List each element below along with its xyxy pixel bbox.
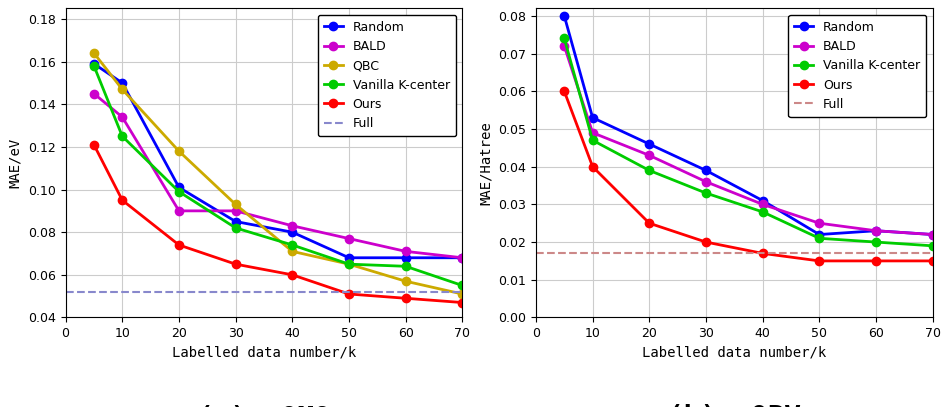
Full <box>530 251 542 256</box>
Vanilla K-center <box>174 189 185 194</box>
QBC <box>88 50 100 55</box>
Line: Random: Random <box>90 59 467 262</box>
Vanilla K-center <box>400 264 411 269</box>
QBC <box>287 249 298 254</box>
Line: Ours: Ours <box>90 140 467 307</box>
Ours <box>287 272 298 277</box>
BALD <box>700 179 712 184</box>
QBC <box>117 87 128 92</box>
QBC <box>400 279 411 284</box>
Ours <box>927 258 939 263</box>
Ours <box>870 258 882 263</box>
BALD <box>870 228 882 233</box>
Full <box>60 289 71 294</box>
Line: Vanilla K-center: Vanilla K-center <box>560 34 937 250</box>
Line: Ours: Ours <box>560 87 937 265</box>
Ours <box>117 198 128 203</box>
BALD <box>400 249 411 254</box>
BALD <box>117 115 128 120</box>
BALD <box>813 221 825 225</box>
Random <box>456 255 468 260</box>
BALD <box>344 236 355 241</box>
Text: (a)  QM9: (a) QM9 <box>197 404 331 407</box>
Line: QBC: QBC <box>90 49 467 298</box>
Random <box>400 255 411 260</box>
X-axis label: Labelled data number/k: Labelled data number/k <box>172 346 356 360</box>
Vanilla K-center <box>927 243 939 248</box>
Random <box>870 228 882 233</box>
Vanilla K-center <box>344 262 355 267</box>
QBC <box>174 149 185 153</box>
BALD <box>174 208 185 213</box>
BALD <box>927 232 939 237</box>
Vanilla K-center <box>586 138 598 143</box>
BALD <box>230 208 241 213</box>
Random <box>174 185 185 190</box>
Vanilla K-center <box>230 225 241 230</box>
Random <box>117 81 128 85</box>
Vanilla K-center <box>757 210 769 214</box>
Ours <box>643 221 655 225</box>
Random <box>927 232 939 237</box>
Random <box>88 61 100 66</box>
Ours <box>344 291 355 296</box>
Ours <box>88 142 100 147</box>
Ours <box>456 300 468 305</box>
BALD <box>456 255 468 260</box>
Ours <box>700 240 712 245</box>
Ours <box>813 258 825 263</box>
Text: (b)  OPV: (b) OPV <box>667 404 801 407</box>
Vanilla K-center <box>870 240 882 245</box>
Y-axis label: MAE/Hatree: MAE/Hatree <box>478 121 493 205</box>
BALD <box>586 130 598 135</box>
Vanilla K-center <box>643 168 655 173</box>
Full <box>65 289 77 294</box>
BALD <box>287 223 298 228</box>
X-axis label: Labelled data number/k: Labelled data number/k <box>642 346 827 360</box>
Full <box>536 251 548 256</box>
Line: BALD: BALD <box>560 42 937 239</box>
Random <box>813 232 825 237</box>
Ours <box>230 262 241 267</box>
Ours <box>757 251 769 256</box>
Vanilla K-center <box>559 36 570 41</box>
BALD <box>88 91 100 96</box>
Random <box>586 115 598 120</box>
Line: Random: Random <box>560 12 937 239</box>
BALD <box>559 44 570 48</box>
Vanilla K-center <box>88 63 100 68</box>
Random <box>700 168 712 173</box>
Random <box>757 198 769 203</box>
BALD <box>643 153 655 158</box>
Legend: Random, BALD, Vanilla K-center, Ours, Full: Random, BALD, Vanilla K-center, Ours, Fu… <box>788 15 926 117</box>
QBC <box>456 291 468 296</box>
Ours <box>174 243 185 247</box>
Vanilla K-center <box>456 283 468 288</box>
Random <box>344 255 355 260</box>
Ours <box>559 89 570 94</box>
Random <box>287 230 298 234</box>
Y-axis label: MAE/eV: MAE/eV <box>9 138 23 188</box>
Random <box>643 142 655 147</box>
Vanilla K-center <box>117 134 128 139</box>
QBC <box>230 202 241 207</box>
Vanilla K-center <box>700 190 712 195</box>
Ours <box>400 296 411 301</box>
Ours <box>586 164 598 169</box>
Line: BALD: BALD <box>90 90 467 262</box>
Line: Vanilla K-center: Vanilla K-center <box>90 62 467 290</box>
QBC <box>344 262 355 267</box>
Vanilla K-center <box>813 236 825 241</box>
Random <box>230 219 241 224</box>
BALD <box>757 202 769 207</box>
Legend: Random, BALD, QBC, Vanilla K-center, Ours, Full: Random, BALD, QBC, Vanilla K-center, Our… <box>318 15 456 136</box>
Vanilla K-center <box>287 243 298 247</box>
Random <box>559 13 570 18</box>
